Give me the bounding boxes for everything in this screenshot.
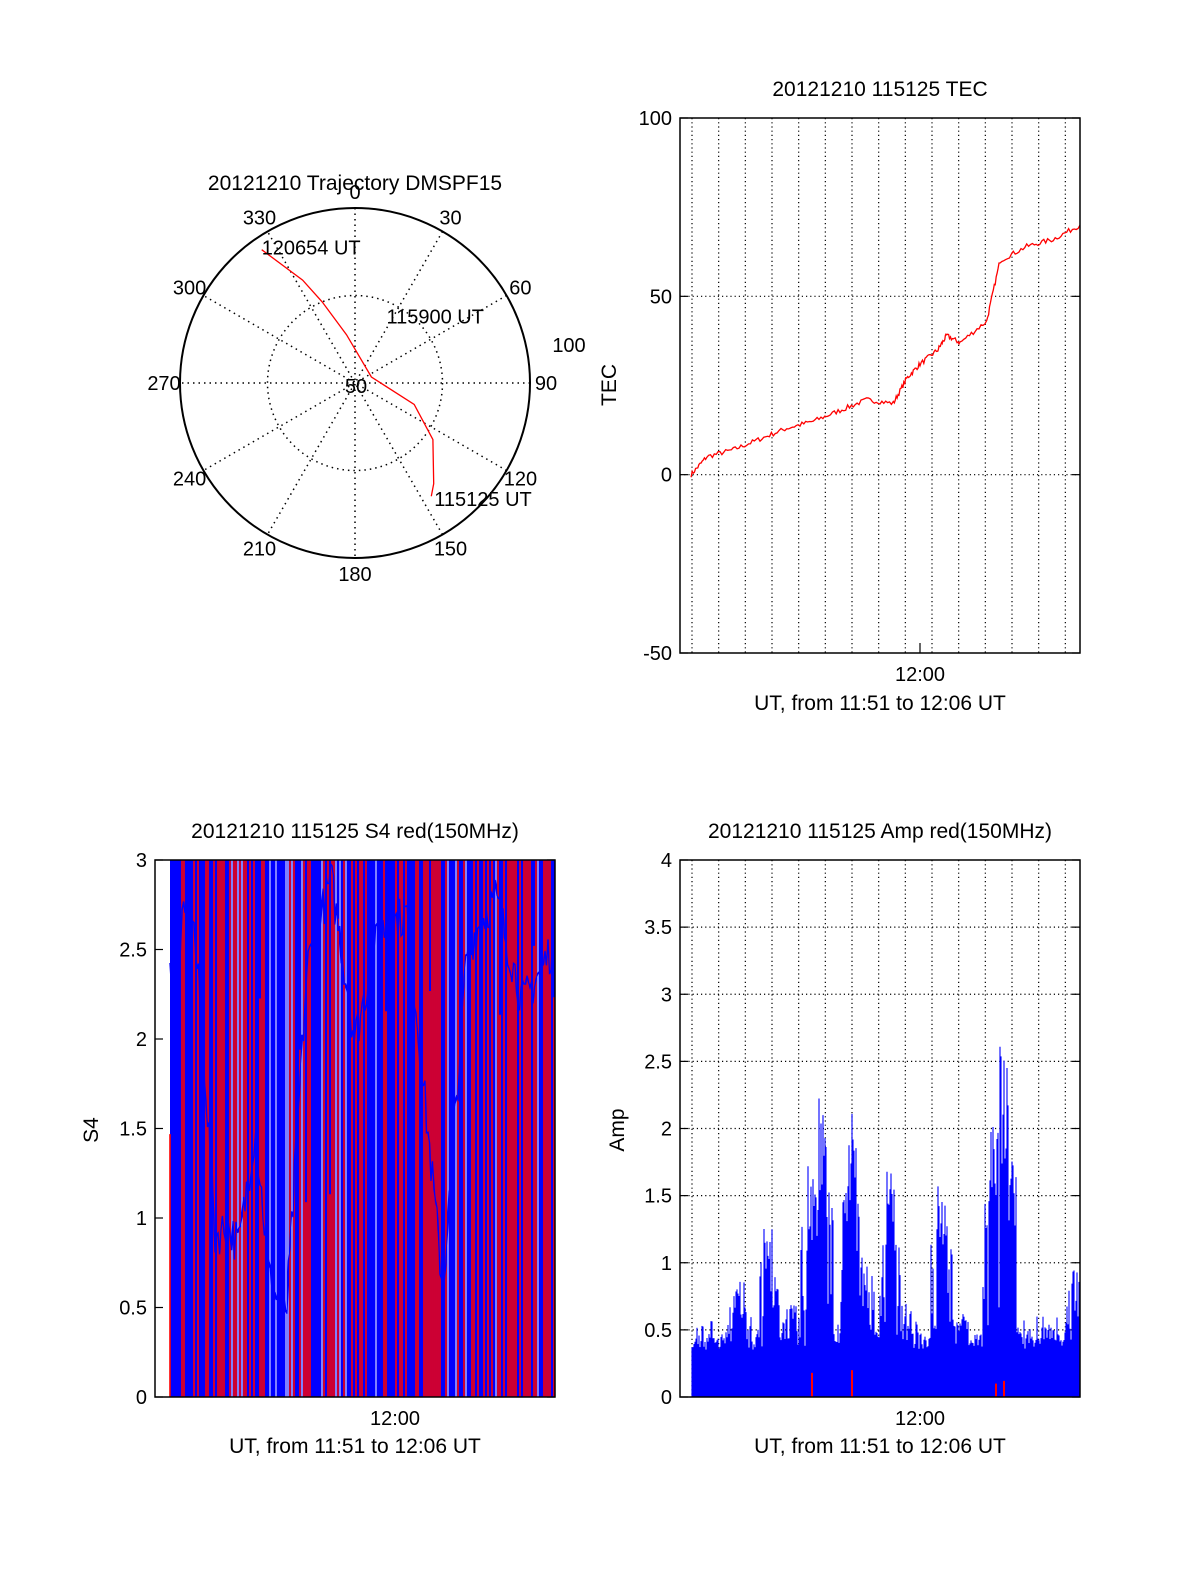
angle-tick-label: 240 <box>173 469 206 491</box>
amp-x-axis-label: UT, from 11:51 to 12:06 UT <box>754 1435 1006 1458</box>
y-tick-label: 2 <box>136 1029 147 1051</box>
plot-frame <box>154 859 556 1398</box>
y-tick-label: -50 <box>643 643 672 665</box>
radius-tick-label: 50 <box>345 376 367 398</box>
amp-panel: 20121210 115125 Amp red(150MHz) UT, from… <box>606 820 1081 1458</box>
x-tick-label: 12:00 <box>895 1408 945 1430</box>
y-tick-label: 1.5 <box>119 1119 147 1141</box>
angle-tick-label: 0 <box>349 182 360 204</box>
s4-x-axis-label: UT, from 11:51 to 12:06 UT <box>229 1435 481 1458</box>
amp-title: 20121210 115125 Amp red(150MHz) <box>708 820 1052 843</box>
angle-tick-label: 270 <box>147 373 180 395</box>
x-tick-label: 12:00 <box>895 664 945 686</box>
amp-plot: 0 0.5 1 1.5 2 2.5 3 3.5 4 12:00 <box>644 850 1081 1430</box>
plot-frame <box>679 117 1081 654</box>
tec-title: 20121210 115125 TEC <box>772 78 987 101</box>
y-tick-label: 2.5 <box>644 1051 672 1073</box>
y-tick-label: 100 <box>639 108 672 130</box>
y-tick-label: 3 <box>136 850 147 872</box>
tec-panel: 20121210 115125 TEC UT, from 11:51 to 12… <box>598 78 1081 715</box>
y-tick-label: 3.5 <box>644 917 672 939</box>
angle-tick-label: 180 <box>338 564 371 586</box>
trajectory-annotation: 120654 UT <box>262 238 361 260</box>
amp-y-axis-label: Amp <box>606 1108 629 1151</box>
s4-title: 20121210 115125 S4 red(150MHz) <box>191 820 519 843</box>
y-tick-label: 0.5 <box>119 1298 147 1320</box>
y-tick-label: 50 <box>650 286 672 308</box>
polar-spoke <box>266 231 444 535</box>
s4-plot: 0 0.5 1 1.5 2 2.5 3 12:00 <box>119 850 556 1430</box>
y-tick-label: 1 <box>136 1208 147 1230</box>
angle-tick-label: 30 <box>439 208 461 230</box>
tec-y-axis-label: TEC <box>598 364 621 406</box>
polar-spoke <box>203 294 507 472</box>
tec-plot: -50 0 50 100 12:00 <box>639 108 1081 686</box>
y-tick-label: 3 <box>661 984 672 1006</box>
y-tick-label: 1 <box>661 1253 672 1275</box>
y-tick-label: 2.5 <box>119 940 147 962</box>
y-tick-label: 2 <box>661 1119 672 1141</box>
trajectory-line <box>261 249 435 497</box>
angle-tick-label: 300 <box>173 278 206 300</box>
plot-frame <box>679 859 1081 1398</box>
polar-plot: 0 30 60 90 120 150 180 210 240 270 300 330 50 100 1206… <box>147 182 585 586</box>
trajectory-panel: 20121210 Trajectory DMSPF15 0 30 60 90 120 15… <box>147 172 585 586</box>
radius-tick-label: 100 <box>552 335 585 357</box>
s4-panel: 20121210 115125 S4 red(150MHz) UT, from … <box>80 820 556 1458</box>
angle-tick-label: 90 <box>535 373 557 395</box>
s4-y-axis-label: S4 <box>80 1117 103 1143</box>
tec-x-axis-label: UT, from 11:51 to 12:06 UT <box>754 692 1006 715</box>
trajectory-annotation: 115900 UT <box>387 307 484 329</box>
angle-tick-label: 330 <box>243 208 276 230</box>
polar-inner-ring <box>266 294 444 472</box>
tec-line <box>690 224 1081 478</box>
polar-spoke <box>266 231 444 535</box>
angle-tick-label: 120 <box>504 469 537 491</box>
angle-tick-label: 150 <box>434 538 467 560</box>
y-tick-label: 0 <box>136 1387 147 1409</box>
y-tick-label: 0 <box>661 465 672 487</box>
polar-spoke <box>203 294 507 472</box>
y-tick-label: 0 <box>661 1387 672 1409</box>
y-tick-label: 1.5 <box>644 1186 672 1208</box>
angle-tick-label: 60 <box>509 278 531 300</box>
trajectory-title: 20121210 Trajectory DMSPF15 <box>208 172 502 195</box>
angle-tick-label: 210 <box>243 538 276 560</box>
trajectory-annotation: 115125 UT <box>434 489 531 511</box>
x-tick-label: 12:00 <box>370 1408 420 1430</box>
s4-blue-trace <box>169 861 555 1315</box>
y-tick-label: 4 <box>661 850 672 872</box>
y-tick-label: 0.5 <box>644 1320 672 1342</box>
